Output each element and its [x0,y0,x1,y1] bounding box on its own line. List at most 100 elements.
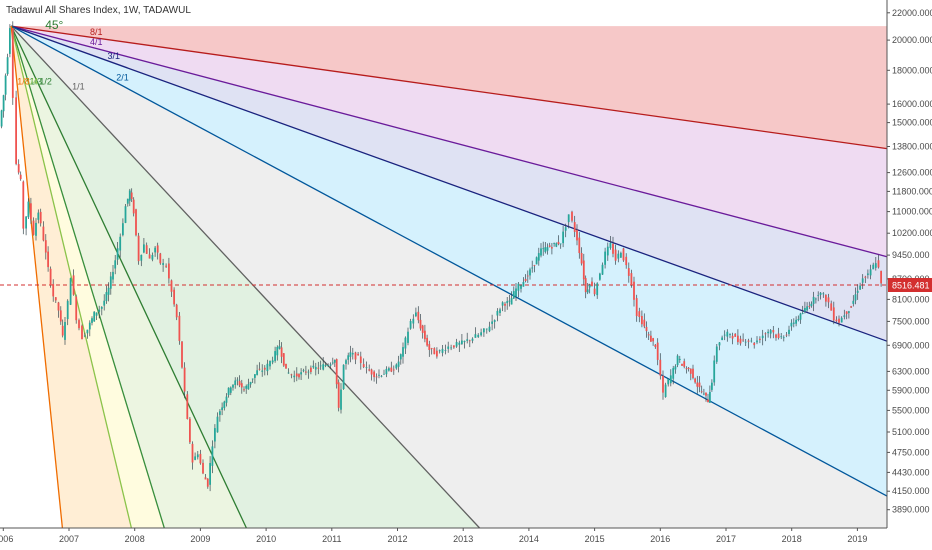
candle-body [447,346,450,349]
candle-body [707,399,709,403]
candle-body [287,372,290,374]
y-tick-label: 11000.000 [892,207,932,217]
candle-body [656,342,659,360]
candle-body [72,275,75,295]
candle-body [683,361,686,367]
candle-body [806,306,808,311]
candle-body [584,278,587,293]
candle-body [874,263,877,268]
candle-body [578,237,581,254]
y-tick-label: 6300.000 [892,366,930,376]
candle-body [491,321,493,324]
candle-body [515,288,517,297]
candle-body [234,380,237,385]
candle-body [365,367,368,368]
candle-body [119,236,122,251]
candle-body [159,253,162,264]
candle-body [867,273,869,275]
candle-body [300,372,302,375]
candle-body [625,256,628,266]
candle-body [140,254,143,261]
fan-line-3-1 [10,25,888,342]
candle-body [247,384,250,390]
candle-body [254,374,256,378]
candle-body [278,345,281,349]
x-tick-label: 2014 [519,534,539,544]
candle-body [810,303,813,307]
candle-body [269,361,271,367]
candle-body [715,346,718,362]
candle-body [711,382,713,390]
candle-body [703,393,705,395]
candle-body [799,313,802,320]
fan-label-1-1: 1/1 [72,81,85,91]
candle-body [510,298,513,305]
candle-body [504,303,506,306]
candle-body [103,300,106,306]
candle-body [135,209,137,236]
fan-line-1-1 [10,25,481,529]
candle-body [463,340,466,343]
candle-body [488,326,491,332]
candle-body [251,378,254,380]
candle-body [856,290,859,293]
candle-body [64,322,66,340]
candle-body [586,289,589,293]
candle-body [93,311,96,322]
candle-body [832,307,835,321]
candle-body [777,333,780,338]
candle-body [258,368,261,370]
candle-body [385,368,388,375]
candle-body [662,375,664,393]
candle-body [417,311,420,321]
candle-body [162,263,164,265]
candle-body [407,331,409,343]
candle-body [293,375,296,378]
candle-body [409,321,412,329]
candle-body [808,306,811,307]
candle-body [4,75,7,95]
candle-body [66,300,69,320]
candle-body [555,243,558,247]
candle-body [116,248,119,260]
candle-body [271,360,274,363]
y-tick-label: 5500.000 [892,405,930,415]
candle-body [531,267,534,269]
candle-body [61,325,64,336]
candle-body [485,328,488,330]
candle-body [183,367,186,392]
x-tick-label: 2013 [453,534,473,544]
candle-body [647,334,650,336]
candle-body [178,315,181,341]
candle-body [15,97,17,164]
candle-body [433,348,436,355]
candle-body [124,206,127,223]
candle-body [317,367,320,369]
candle-body [402,347,404,357]
candle-body [458,342,461,345]
candle-body [337,382,340,408]
candle-body [412,318,415,324]
candle-body [788,329,790,334]
candle-body [216,416,219,433]
candle-body [424,330,426,340]
candle-body [643,319,646,327]
candle-body [471,338,474,341]
candle-body [795,319,797,324]
fan-line-4-1 [11,25,888,258]
candle-body [455,342,458,347]
y-tick-label: 13800.000 [892,142,932,152]
candle-body [804,308,806,312]
candle-body [582,260,585,280]
candle-body [305,371,307,373]
candle-body [340,389,342,410]
candle-body [827,297,830,303]
candle-body [181,341,183,368]
x-tick-label: 2015 [585,534,605,544]
candle-body [524,278,527,281]
candle-body [669,375,672,384]
x-tick-label: 2011 [322,534,341,544]
candle-body [238,380,241,386]
candle-body [225,396,228,403]
candle-body [620,252,622,258]
